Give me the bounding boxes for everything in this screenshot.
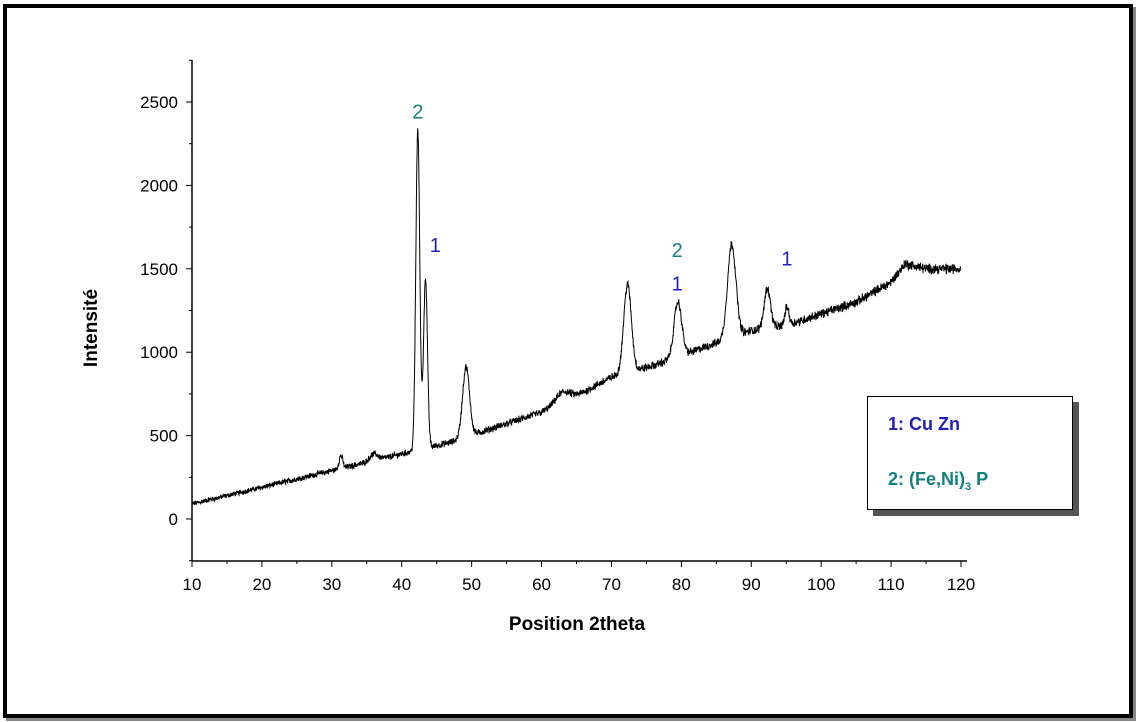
x-tick-label: 70 (602, 575, 621, 594)
legend-entry-fe-ni-p: 2: (Fe,Ni)3 P (888, 469, 989, 493)
legend-label: 1: Cu Zn (888, 414, 960, 434)
legend-entry-cu-zn: 1: Cu Zn (888, 414, 960, 435)
x-tick-label: 10 (183, 575, 202, 594)
x-tick-label: 60 (532, 575, 551, 594)
peak-label-2: 2 (412, 102, 423, 124)
x-tick-label: 20 (252, 575, 271, 594)
x-tick-label: 90 (742, 575, 761, 594)
x-axis-title: Position 2theta (509, 614, 646, 635)
peak-label-1: 1 (672, 273, 683, 295)
legend-suffix: P (971, 469, 989, 489)
y-tick-label: 2000 (140, 176, 178, 195)
legend: 1: Cu Zn 2: (Fe,Ni)3 P (867, 396, 1073, 510)
xrd-pattern-line (191, 128, 962, 506)
x-tick-label: 40 (392, 575, 411, 594)
y-axis-title: Intensité (81, 289, 102, 367)
y-tick-label: 0 (169, 510, 178, 529)
y-axis: 0 500 1000 1500 2000 2500 (140, 59, 193, 562)
peak-label-2: 2 (672, 240, 683, 262)
x-tick-label: 120 (947, 575, 975, 594)
x-tick-label: 110 (878, 575, 905, 594)
y-tick-label: 1000 (140, 343, 178, 362)
peak-label-1: 1 (430, 235, 441, 257)
y-tick-label: 2500 (140, 93, 178, 112)
peak-annotations: 2 1 2 1 1 (412, 102, 792, 296)
x-tick-label: 50 (462, 575, 481, 594)
peak-label-1: 1 (781, 248, 792, 270)
y-tick-label: 500 (150, 427, 178, 446)
legend-label: 2: (Fe,Ni) (888, 469, 966, 489)
x-tick-label: 30 (322, 575, 341, 594)
x-tick-label: 100 (807, 575, 835, 594)
y-tick-label: 1500 (140, 260, 178, 279)
legend-subscript: 3 (965, 481, 972, 493)
x-tick-label: 80 (672, 575, 691, 594)
x-axis: 10 20 30 40 50 60 70 80 90 100 110 120 (183, 560, 975, 594)
